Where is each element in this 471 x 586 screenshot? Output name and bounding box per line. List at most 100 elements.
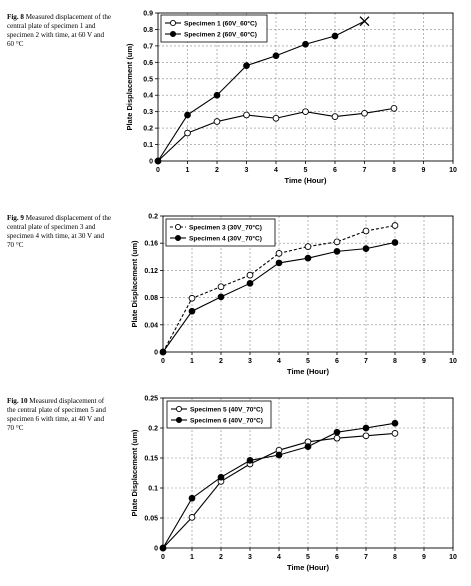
y-tick-label: 0.7 [143,43,153,50]
y-tick-label: 0.4 [143,93,153,100]
caption-text: Measured displacement of the central pla… [7,397,106,432]
x-tick-label: 8 [393,358,397,365]
x-tick-label: 6 [335,358,339,365]
plot-frame [157,12,454,162]
y-tick-label: 0.08 [144,295,158,302]
data-point [275,259,283,267]
legend-marker [169,30,177,38]
x-axis-label: Time (Hour) [285,176,327,185]
y-tick-label: 0.8 [143,27,153,34]
legend-box [165,218,276,247]
data-point [217,293,225,301]
data-point [217,473,225,481]
x-tick-label: 2 [219,554,223,561]
legend-label: Specimen 3 (30V_70°C) [189,223,262,231]
x-tick-label: 9 [422,167,426,174]
x-tick-label: 1 [190,554,194,561]
x-tick-label: 3 [248,358,252,365]
x-tick-label: 7 [363,167,367,174]
legend-label: Specimen 1 (60V_60°C) [184,19,257,27]
data-point [154,157,162,165]
x-tick-label: 0 [156,167,160,174]
y-tick-label: 0 [149,159,153,166]
x-axis-label: Time (Hour) [287,563,329,572]
y-tick-label: 0.15 [144,456,158,463]
y-tick-label: 0.3 [143,109,153,116]
y-axis-label: Plate Displacement (um) [125,43,134,131]
legend-marker [169,19,177,27]
series-line-1 [162,224,396,353]
figure-caption-3: Fig. 10 Measured displacement of the cen… [7,397,112,433]
data-point [362,227,370,235]
legend-label: Specimen 6 (40V_70°C) [190,416,263,424]
data-point [302,40,309,48]
data-point [390,105,398,112]
y-tick-label: 0.04 [144,322,158,329]
data-point [188,494,196,502]
x-tick-label: 2 [219,358,223,365]
data-point [304,243,312,250]
chart-1: 0 0.1 0.2 0.3 0.4 0.5 0.6 0.7 0.8 0.9 0 1 2 3 4 5 6 7 8 9 10… [125,11,457,186]
data-point [159,348,167,356]
x-tick-label: 10 [449,167,457,174]
plot-frame [162,215,454,353]
figure-caption-2: Fig. 9 Measured displacement of the cent… [7,214,112,250]
x-tick-label: 6 [333,167,337,174]
data-point [246,457,254,464]
data-point [188,294,196,302]
x-tick-label: 5 [306,554,310,561]
x-tick-label: 8 [392,167,396,174]
data-point [304,254,312,262]
data-point [213,118,221,125]
data-point [362,432,370,440]
data-point [302,108,309,116]
data-point [272,52,280,60]
data-point [184,129,191,137]
chart-legend: Specimen 1 (60V_60°C) Specimen 2 (60V_60°… [160,14,268,43]
data-point [159,544,167,552]
legend-box [166,400,272,429]
data-point [188,307,196,315]
caption-label: Fig. 10 [7,397,28,405]
chart-3: 0 0.05 0.1 0.15 0.2 0.25 0 1 2 3 4 5 6 7 8 9 10 Time (Hou… [130,396,457,573]
y-tick-label: 0.25 [144,396,158,403]
y-tick-label: 0.9 [143,11,153,18]
data-point [391,222,399,229]
data-point [217,283,225,291]
y-axis-label: Plate Displacement (um) [130,240,139,328]
caption-text: Measured displacement of the central pla… [7,13,112,48]
x-tick-label: 3 [248,554,252,561]
y-tick-label: 0.2 [148,426,158,433]
x-tick-label: 6 [335,554,339,561]
legend-label: Specimen 4 (30V_70°C) [189,234,262,242]
figure-caption-1: Fig. 8 Measured displacement of the cent… [7,13,112,49]
x-tick-label: 2 [215,167,219,174]
y-tick-label: 0.2 [148,214,158,221]
y-tick-label: 0.5 [143,76,153,83]
x-tick-label: 4 [277,358,281,365]
data-point [333,238,341,246]
x-tick-label: 5 [304,167,308,174]
y-tick-label: 0.1 [143,142,153,149]
chart-legend: Specimen 3 (30V_70°C) Specimen 4 (30V_70°… [165,218,276,247]
x-tick-label: 1 [190,358,194,365]
data-point [304,443,312,450]
data-point [391,239,399,246]
y-tick-label: 0.16 [144,241,158,248]
y-axis-label: Plate Displacement (um) [130,429,139,517]
data-point [188,514,196,521]
data-point [272,114,280,122]
data-point [361,109,368,117]
x-tick-label: 10 [449,554,457,561]
legend-marker [175,405,183,413]
legend-marker [174,234,182,242]
chart-legend: Specimen 5 (40V_70°C) Specimen 6 (40V_70°… [166,400,272,429]
series-line-2 [157,20,365,162]
data-point [275,250,283,257]
x-tick-label: 4 [274,167,278,174]
legend-marker [174,223,182,231]
x-tick-label: 0 [161,358,165,365]
x-tick-label: 7 [364,358,368,365]
caption-text: Measured displacement of the central pla… [7,214,112,249]
